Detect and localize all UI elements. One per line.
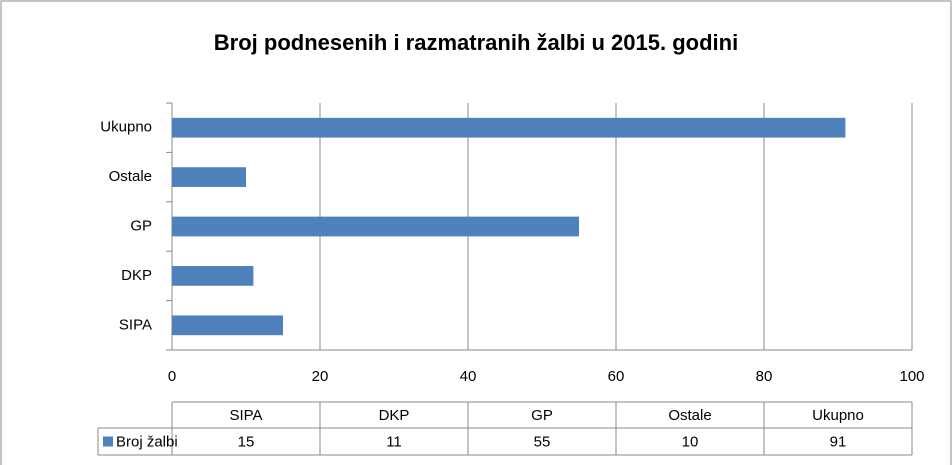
y-tick-label: GP: [130, 217, 152, 234]
table-header: SIPA: [229, 407, 262, 424]
x-tick-label: 100: [899, 368, 924, 385]
bar: [172, 167, 246, 187]
x-tick-label: 20: [312, 368, 329, 385]
legend-swatch: [103, 436, 113, 447]
bar: [172, 266, 254, 286]
bar: [172, 117, 846, 138]
table-value: 15: [238, 433, 255, 450]
x-tick-label: 80: [756, 368, 773, 385]
x-tick-label: 0: [168, 368, 176, 385]
table-value: 91: [830, 433, 847, 450]
table-header: Ostale: [668, 407, 711, 424]
table-value: 11: [386, 433, 402, 450]
table-header: Ukupno: [812, 407, 864, 424]
bar: [172, 315, 283, 336]
x-tick-label: 40: [460, 368, 477, 385]
y-tick-label: Ukupno: [100, 119, 152, 136]
y-tick-label: Ostale: [109, 168, 152, 185]
table-header: GP: [531, 407, 553, 424]
legend-label: Broj žalbi: [116, 433, 178, 450]
x-tick-label: 60: [608, 368, 625, 385]
chart-title: Broj podnesenih i razmatranih žalbi u 20…: [214, 30, 738, 55]
y-tick-label: SIPA: [119, 316, 152, 333]
y-tick-label: DKP: [121, 267, 152, 284]
table-header: DKP: [379, 407, 410, 424]
table-value: 55: [534, 433, 551, 450]
bar: [172, 216, 579, 237]
table-value: 10: [682, 433, 699, 450]
